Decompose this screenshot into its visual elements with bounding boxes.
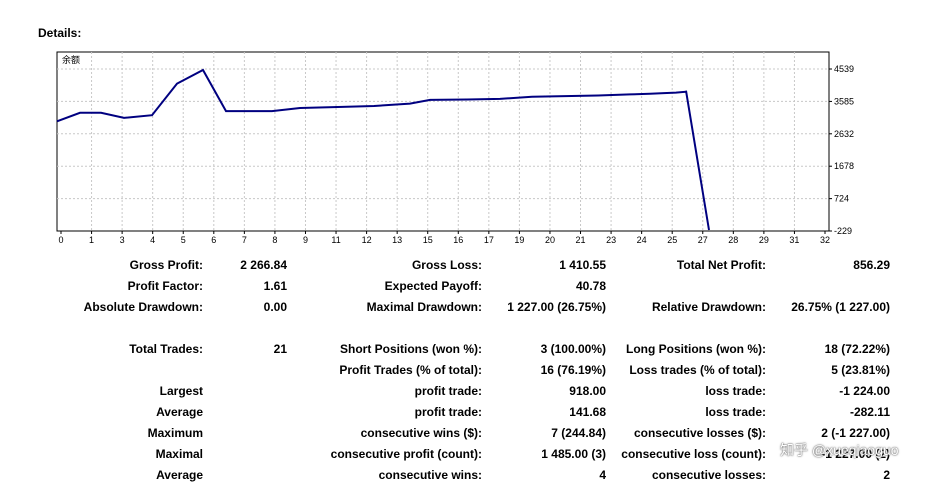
relative-drawdown-label: Relative Drawdown: — [651, 300, 766, 314]
x-tick-label: 31 — [789, 235, 799, 245]
x-tick-label: 7 — [242, 235, 247, 245]
max-cons-losses-label: consecutive losses ($): — [633, 426, 766, 440]
loss-trades-value: 5 (23.81%) — [831, 363, 890, 377]
x-tick-label: 23 — [606, 235, 616, 245]
x-tick-label: 8 — [272, 235, 277, 245]
details-heading: Details: — [38, 26, 82, 40]
profit-trades-value: 16 (76.19%) — [540, 363, 606, 377]
maximal-label: Maximal — [155, 447, 203, 461]
maximum-label: Maximum — [147, 426, 203, 440]
expected-payoff-value: 40.78 — [575, 279, 606, 293]
x-tick-label: 20 — [545, 235, 555, 245]
x-tick-label: 13 — [392, 235, 402, 245]
x-tick-label: 15 — [423, 235, 433, 245]
watermark: 知乎 @xueqiaoguo — [780, 442, 899, 458]
x-tick-label: 29 — [759, 235, 769, 245]
balance-chart-svg: 0 1 3 4 5 6 7 8 9 11 12 13 15 16 17 19 20 21 23 24 25 27 28 29 3… — [56, 51, 854, 245]
balance-line — [56, 68, 710, 231]
y-tick-label: 1678 — [834, 161, 854, 171]
expected-payoff-label: Expected Payoff: — [384, 279, 482, 293]
relative-drawdown-value: 26.75% (1 227.00) — [791, 300, 890, 314]
x-tick-label: 24 — [637, 235, 647, 245]
y-tick-label: 2632 — [834, 129, 854, 139]
avg-cons-losses-value: 2 — [883, 468, 890, 482]
balance-chart: 0 1 3 4 5 6 7 8 9 11 12 13 15 16 17 19 20 21 23 24 25 27 28 29 3… — [56, 51, 854, 245]
x-tick-label: 17 — [484, 235, 494, 245]
x-tick-label: 25 — [667, 235, 677, 245]
largest-profit-value: 918.00 — [569, 384, 606, 398]
x-tick-label: 1 — [89, 235, 94, 245]
maximal-cons-profit-label: consecutive profit (count): — [330, 447, 482, 461]
max-cons-losses-value: 2 (-1 227.00) — [821, 426, 890, 440]
x-tick-label: 9 — [303, 235, 308, 245]
average-label: Average — [156, 405, 203, 419]
maximal-drawdown-label: Maximal Drawdown: — [366, 300, 482, 314]
loss-trades-label: Loss trades (% of total): — [629, 363, 766, 377]
profit-trades-label: Profit Trades (% of total): — [339, 363, 482, 377]
gross-profit-label: Gross Profit: — [129, 258, 203, 272]
absolute-drawdown-label: Absolute Drawdown: — [83, 300, 203, 314]
x-tick-label: 28 — [728, 235, 738, 245]
total-trades-value: 21 — [273, 342, 287, 356]
y-tick-label: 4539 — [834, 64, 854, 74]
y-tick-label: -229 — [834, 226, 852, 236]
gross-loss-label: Gross Loss: — [411, 258, 482, 272]
average-loss-label: loss trade: — [705, 405, 766, 419]
short-positions-value: 3 (100.00%) — [540, 342, 606, 356]
x-tick-label: 32 — [820, 235, 830, 245]
plot-area — [56, 51, 830, 232]
legend-label: 余额 — [62, 54, 80, 65]
x-tick-label: 5 — [181, 235, 186, 245]
largest-loss-label: loss trade: — [705, 384, 766, 398]
long-positions-value: 18 (72.22%) — [824, 342, 890, 356]
profit-factor-label: Profit Factor: — [127, 279, 203, 293]
x-tick-label: 3 — [120, 235, 125, 245]
x-tick-label: 6 — [211, 235, 216, 245]
maximal-cons-loss-value: -1 227.00 (2) — [821, 447, 890, 461]
x-tick-label: 16 — [453, 235, 463, 245]
avg-cons-losses-label: consecutive losses: — [651, 468, 766, 482]
max-cons-wins-label: consecutive wins ($): — [360, 426, 482, 440]
max-cons-wins-value: 7 (244.84) — [551, 426, 606, 440]
largest-profit-label: profit trade: — [414, 384, 482, 398]
gross-loss-value: 1 410.55 — [559, 258, 606, 272]
x-tick-label: 27 — [698, 235, 708, 245]
x-tick-label: 19 — [514, 235, 524, 245]
absolute-drawdown-value: 0.00 — [263, 300, 287, 314]
avg-cons-wins-value: 4 — [599, 468, 606, 482]
long-positions-label: Long Positions (won %): — [626, 342, 766, 356]
gross-profit-value: 2 266.84 — [240, 258, 287, 272]
x-tick-label: 21 — [576, 235, 586, 245]
x-tick-label: 0 — [58, 235, 63, 245]
average2-label: Average — [156, 468, 203, 482]
x-tick-label: 4 — [150, 235, 155, 245]
profit-factor-value: 1.61 — [263, 279, 287, 293]
largest-label: Largest — [159, 384, 203, 398]
largest-loss-value: -1 224.00 — [839, 384, 890, 398]
y-tick-label: 724 — [834, 194, 849, 204]
average-profit-value: 141.68 — [569, 405, 606, 419]
maximal-cons-profit-value: 1 485.00 (3) — [541, 447, 606, 461]
y-tick-label: 3585 — [834, 96, 854, 106]
total-trades-label: Total Trades: — [129, 342, 203, 356]
short-positions-label: Short Positions (won %): — [340, 342, 482, 356]
x-tick-label: 11 — [331, 235, 340, 245]
maximal-drawdown-value: 1 227.00 (26.75%) — [507, 300, 606, 314]
average-loss-value: -282.11 — [849, 405, 890, 419]
total-net-profit-value: 856.29 — [853, 258, 890, 272]
avg-cons-wins-label: consecutive wins: — [378, 468, 482, 482]
maximal-cons-loss-label: consecutive loss (count): — [621, 447, 766, 461]
x-tick-label: 12 — [362, 235, 372, 245]
average-profit-label: profit trade: — [414, 405, 482, 419]
total-net-profit-label: Total Net Profit: — [676, 258, 766, 272]
